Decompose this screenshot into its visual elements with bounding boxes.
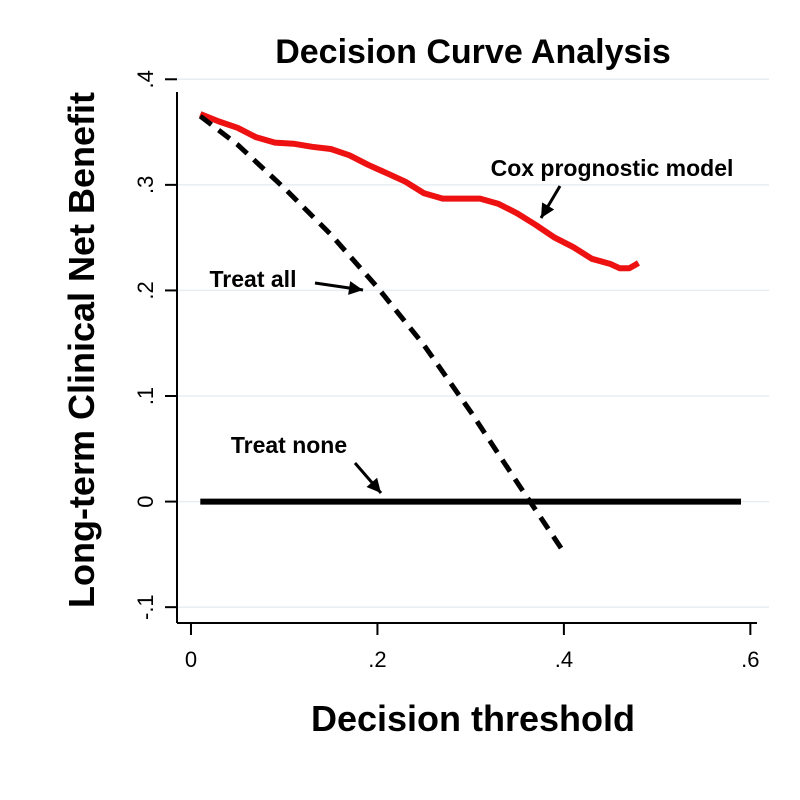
y-tick-label-2: .1 (133, 387, 158, 405)
y-tick-label-0: -.1 (133, 594, 158, 620)
annotation-treat-none: Treat none (231, 432, 347, 458)
series-line-cox-prognostic-model (199, 111, 640, 272)
annotation-cox-prognostic-model: Cox prognostic model (491, 155, 734, 181)
annotation-arrowhead-cox-prognostic-model (541, 202, 555, 218)
x-tick-label-3: .6 (741, 647, 759, 672)
annotation-treat-all: Treat all (210, 266, 297, 292)
annotation-arrowhead-treat-all (348, 281, 363, 295)
x-axis-label: Decision threshold (311, 698, 635, 739)
y-tick-label-1: 0 (133, 495, 158, 507)
annotations: Cox prognostic model Treat all Treat none (210, 155, 734, 494)
y-tick-label-3: .2 (133, 281, 158, 299)
chart-title: Decision Curve Analysis (275, 33, 671, 71)
series-lines (198, 111, 741, 554)
axes: -.1 0 .1 .2 .3 .4 0 .2 .4 .6 (133, 70, 760, 672)
x-tick-label-2: .4 (555, 647, 573, 672)
x-tick-label-0: 0 (185, 647, 197, 672)
annotation-arrowhead-treat-none (366, 477, 381, 493)
y-tick-label-5: .4 (133, 70, 158, 88)
y-tick-label-4: .3 (133, 176, 158, 194)
y-axis-label: Long-term Clinical Net Benefit (61, 92, 102, 608)
x-tick-label-1: .2 (368, 647, 386, 672)
